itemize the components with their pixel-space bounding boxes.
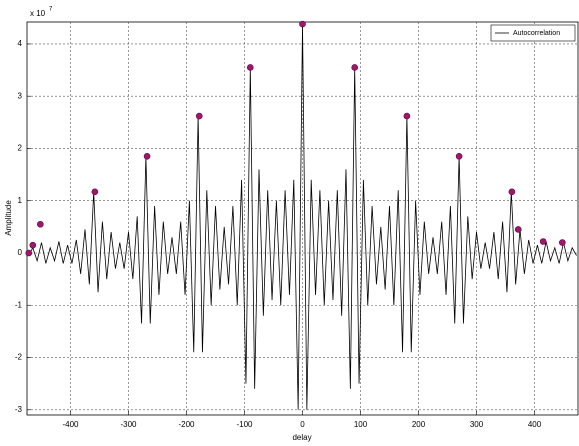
x-tick-label: 400 xyxy=(528,420,542,429)
y-axis-label: Amplitude xyxy=(4,200,13,236)
peak-marker xyxy=(539,238,547,245)
peak-marker xyxy=(299,20,306,28)
y-tick-label: -3 xyxy=(15,405,23,414)
peak-marker xyxy=(455,153,463,160)
x-tick-label: -200 xyxy=(178,420,195,429)
peak-marker xyxy=(508,188,516,196)
peak-marker xyxy=(403,112,411,120)
x-tick-label: -100 xyxy=(236,420,253,429)
peak-marker xyxy=(37,220,44,228)
peak-marker xyxy=(559,239,566,246)
x-tick-label: -400 xyxy=(62,420,79,429)
y-exponent: 7 xyxy=(49,7,53,13)
legend-box xyxy=(490,24,576,42)
peak-marker xyxy=(351,64,359,71)
x-tick-label: 100 xyxy=(354,420,368,429)
y-tick-label: 2 xyxy=(18,144,23,153)
legend-label: Autocorrelation xyxy=(513,30,560,37)
y-multiplier: x 10 xyxy=(30,9,46,18)
peak-marker xyxy=(143,153,151,160)
x-axis-label: delay xyxy=(292,433,311,442)
y-tick-label: 0 xyxy=(18,248,23,257)
y-tick-label: 3 xyxy=(18,91,23,100)
peak-marker xyxy=(91,188,99,196)
x-tick-label: 200 xyxy=(412,420,426,429)
y-tick-label: 1 xyxy=(18,196,23,205)
x-tick-label: -300 xyxy=(120,420,137,429)
peak-marker xyxy=(195,112,203,120)
y-tick-label: 4 xyxy=(18,39,23,48)
x-tick-label: 300 xyxy=(470,420,484,429)
y-tick-label: -1 xyxy=(15,300,23,309)
peak-marker xyxy=(247,64,254,71)
peak-marker xyxy=(514,226,522,233)
y-tick-label: -2 xyxy=(15,353,23,362)
x-tick-label: 0 xyxy=(300,420,305,429)
peak-marker xyxy=(25,249,33,257)
peak-marker xyxy=(29,241,37,249)
